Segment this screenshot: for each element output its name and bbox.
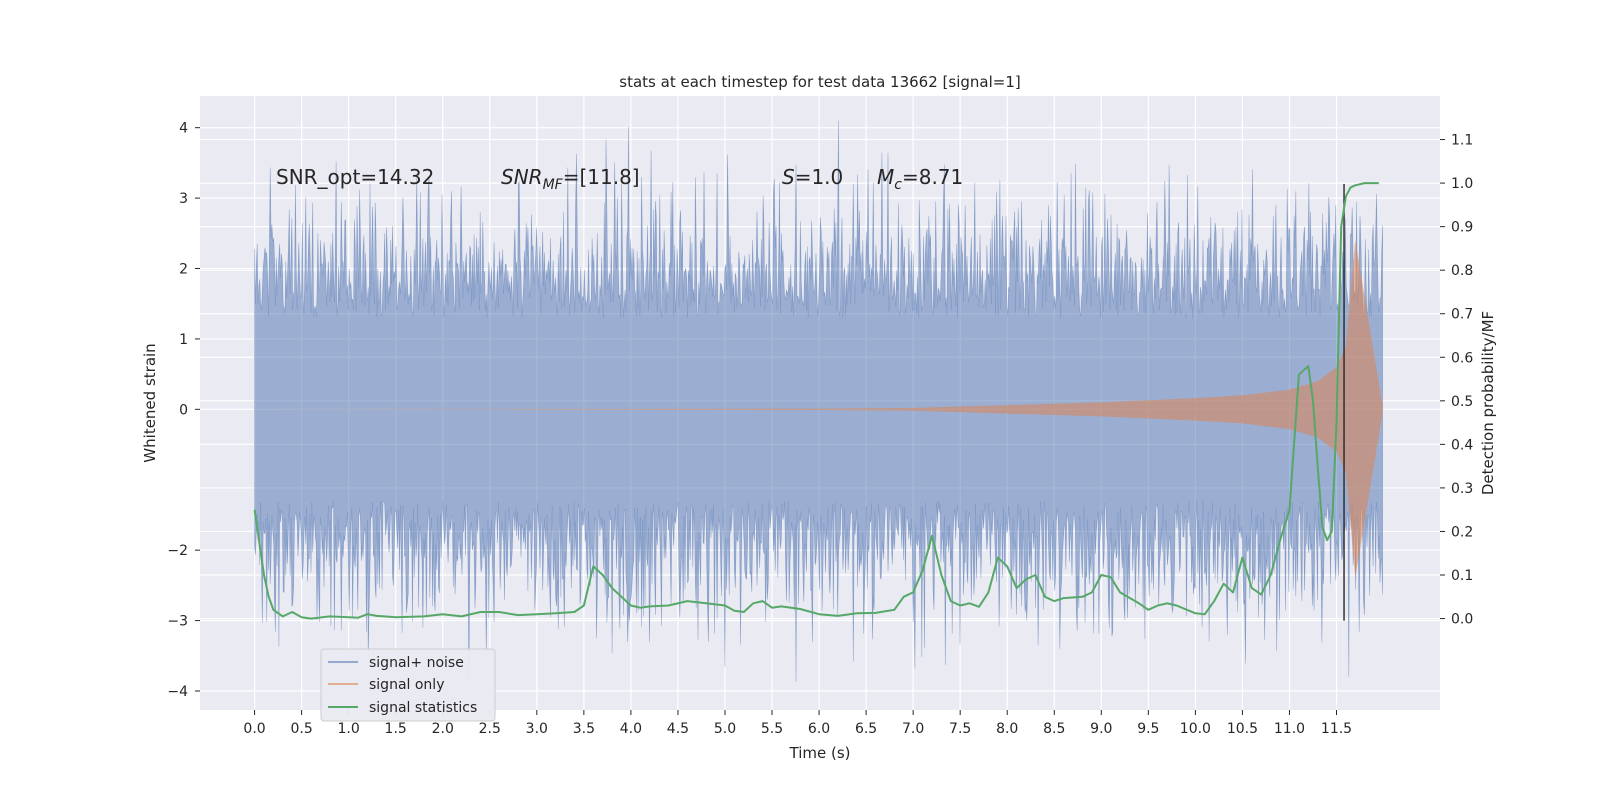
x-tick-6: 3.0: [526, 721, 548, 737]
snr-mf-symbol: SNR: [501, 165, 543, 189]
x-tick-16: 8.0: [996, 721, 1018, 737]
x-tick-3: 1.5: [385, 721, 407, 737]
y-right-tick-0: 1.1: [1451, 133, 1473, 149]
s-value: =1.0: [795, 165, 844, 189]
y-tick-0: 4: [179, 121, 188, 137]
x-tick-21: 10.5: [1227, 721, 1258, 737]
y-axis-label: Whitened strain: [141, 343, 159, 462]
x-tick-2: 1.0: [338, 721, 360, 737]
legend-label-signal-only: signal only: [369, 677, 444, 693]
mc-value: =8.71: [902, 165, 963, 189]
series-signal-noise: [254, 120, 1383, 684]
annotation-mc: Mc=8.71: [877, 165, 963, 193]
legend-label-signal-statistics: signal statistics: [369, 700, 477, 716]
annotation-snr-opt: SNR_opt=14.32: [276, 165, 434, 189]
s-symbol: S: [782, 165, 795, 189]
x-tick-5: 2.5: [479, 721, 501, 737]
legend: signal+ noise signal only signal statist…: [320, 648, 496, 722]
x-axis-label: Time (s): [789, 744, 851, 762]
y-tick-5: −2: [167, 543, 188, 559]
y-tick-6: −3: [167, 614, 188, 630]
y-right-tick-7: 0.4: [1451, 437, 1473, 453]
y-right-tick-3: 0.8: [1451, 263, 1473, 279]
annotation-s: S=1.0: [782, 165, 843, 189]
legend-label-signal-noise: signal+ noise: [369, 655, 464, 671]
x-tick-14: 7.0: [902, 721, 924, 737]
y-right-tick-6: 0.5: [1451, 394, 1473, 410]
plot-marks: [253, 120, 1383, 684]
x-tick-10: 5.0: [714, 721, 736, 737]
annotation-snr-mf: SNRMF=[11.8]: [501, 165, 640, 193]
y-right-tick-8: 0.3: [1451, 481, 1473, 497]
x-tick-13: 6.5: [855, 721, 877, 737]
snr-mf-subscript: MF: [543, 177, 564, 193]
y-tick-2: 2: [179, 262, 188, 278]
x-tick-17: 8.5: [1043, 721, 1065, 737]
x-tick-0: 0.0: [243, 721, 265, 737]
y-right-tick-9: 0.2: [1451, 524, 1473, 540]
y-tick-3: 1: [179, 332, 188, 348]
y-right-tick-1: 1.0: [1451, 176, 1473, 192]
chart-title: stats at each timestep for test data 136…: [619, 73, 1020, 91]
y-tick-1: 3: [179, 191, 188, 207]
snr-mf-value: =[11.8]: [563, 165, 640, 189]
y-right-tick-10: 0.1: [1451, 568, 1473, 584]
x-tick-8: 4.0: [620, 721, 642, 737]
series-signal-only: [254, 240, 1383, 579]
legend-box: [320, 648, 496, 722]
y-axis-right-label: Detection probability/MF: [1479, 311, 1497, 495]
x-tick-11: 5.5: [761, 721, 783, 737]
x-tick-19: 9.5: [1137, 721, 1159, 737]
y-right-tick-2: 0.9: [1451, 220, 1473, 236]
x-tick-18: 9.0: [1090, 721, 1112, 737]
x-tick-4: 2.0: [432, 721, 454, 737]
x-tick-7: 3.5: [573, 721, 595, 737]
y-right-tick-11: 0.0: [1451, 612, 1473, 628]
y-tick-7: −4: [167, 684, 188, 700]
ticks: 0.0 0.5 1.0 1.5 2.0 2.5 3.0 3.5 4.0 4.5 5.0 5.5 6.0 6…: [167, 121, 1473, 737]
y-right-tick-4: 0.7: [1451, 307, 1473, 323]
x-tick-9: 4.5: [667, 721, 689, 737]
x-tick-20: 10.0: [1180, 721, 1211, 737]
x-tick-23: 11.5: [1321, 721, 1352, 737]
x-tick-1: 0.5: [290, 721, 312, 737]
x-tick-22: 11.0: [1274, 721, 1305, 737]
mc-symbol: M: [877, 165, 894, 189]
y-right-tick-5: 0.6: [1451, 350, 1473, 366]
y-tick-4: 0: [179, 402, 188, 418]
series-signal-statistics: [253, 182, 1379, 620]
mc-subscript: c: [894, 177, 902, 193]
x-tick-15: 7.5: [949, 721, 971, 737]
x-tick-12: 6.0: [808, 721, 830, 737]
